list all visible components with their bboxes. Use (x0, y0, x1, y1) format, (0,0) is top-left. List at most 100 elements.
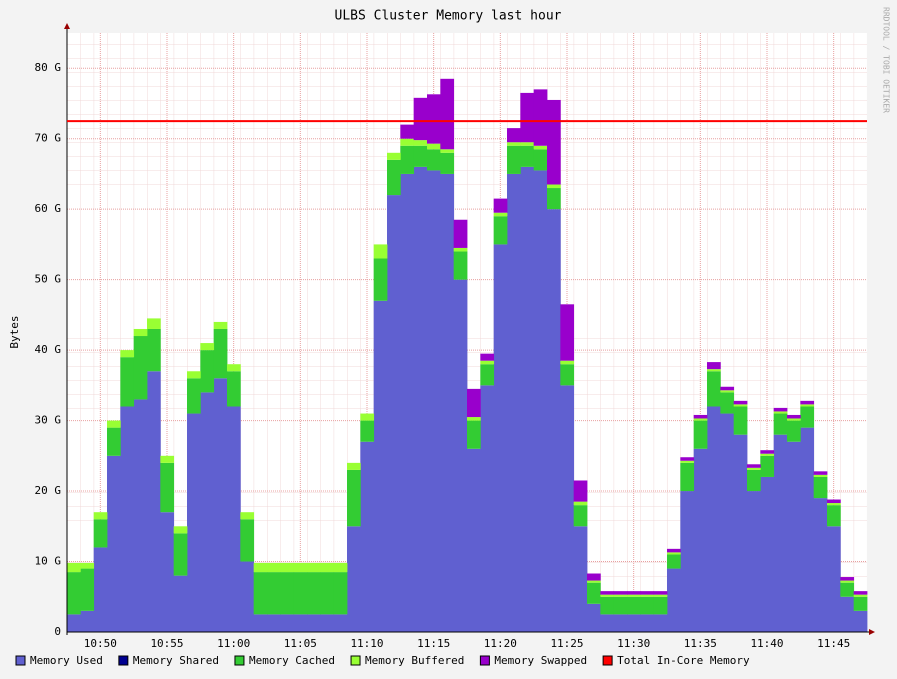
area-segment (600, 594, 615, 597)
area-segment (360, 420, 375, 442)
area-segment (427, 94, 441, 144)
area-segment (787, 420, 801, 442)
x-axis-arrow (869, 629, 875, 635)
area-segment (267, 562, 281, 573)
area-segment (227, 371, 241, 407)
area-segment (507, 173, 521, 633)
area-segment (347, 469, 361, 527)
area-segment (147, 318, 161, 329)
legend-label: Memory Used (30, 654, 103, 667)
area-segment (573, 480, 588, 502)
area-segment (400, 145, 415, 174)
area-segment (307, 562, 321, 573)
area-segment (480, 364, 495, 386)
area-segment (213, 378, 228, 632)
area-segment (293, 562, 308, 573)
area-segment (573, 505, 588, 527)
area-segment (240, 519, 255, 562)
area-segment (160, 462, 175, 513)
x-tick-label: 11:35 (684, 637, 717, 650)
area-segment (413, 97, 428, 141)
area-segment (840, 580, 855, 583)
area-segment (187, 413, 201, 632)
area-segment (360, 441, 375, 632)
area-segment (187, 371, 201, 379)
area-segment (560, 360, 575, 365)
area-segment (680, 457, 695, 461)
legend-label: Memory Swapped (494, 654, 587, 667)
area-segment (307, 614, 321, 632)
y-tick-label: 60 G (35, 202, 62, 215)
area-segment (80, 568, 95, 611)
area-segment (80, 562, 95, 569)
area-segment (533, 170, 548, 632)
area-segment (587, 573, 601, 581)
area-segment (707, 406, 721, 632)
area-segment (173, 533, 188, 576)
area-segment (133, 336, 148, 400)
area-segment (467, 448, 481, 632)
area-segment (587, 580, 601, 583)
area-segment (813, 474, 828, 477)
area-segment (680, 460, 695, 463)
area-segment (853, 591, 868, 595)
area-segment (667, 552, 681, 555)
area-segment (160, 455, 175, 463)
area-segment (267, 614, 281, 632)
area-segment (707, 362, 721, 370)
area-segment (147, 371, 161, 632)
x-tick-label: 11:10 (350, 637, 383, 650)
area-segment (667, 568, 681, 632)
area-segment (320, 572, 335, 615)
area-segment (667, 548, 681, 553)
area-segment (520, 92, 535, 143)
area-segment (373, 258, 388, 301)
area-segment (333, 572, 348, 615)
area-segment (653, 596, 668, 615)
area-segment (640, 614, 655, 632)
area-segment (253, 572, 268, 615)
area-segment (507, 142, 521, 146)
area-segment (813, 476, 828, 499)
area-segment (333, 562, 348, 573)
area-segment (827, 505, 841, 527)
area-segment (160, 512, 175, 632)
area-segment (187, 378, 201, 414)
x-tick-label: 11:30 (617, 637, 650, 650)
area-segment (413, 145, 428, 167)
x-tick-label: 11:25 (550, 637, 583, 650)
area-segment (200, 343, 215, 351)
area-segment (613, 614, 628, 632)
area-segment (120, 406, 135, 632)
area-segment (693, 448, 708, 632)
area-segment (680, 491, 695, 632)
area-segment (560, 364, 575, 386)
area-segment (520, 145, 535, 167)
area-segment (827, 503, 841, 506)
area-segment (67, 572, 81, 615)
area-segment (773, 411, 788, 414)
area-segment (773, 434, 788, 632)
area-segment (653, 614, 668, 632)
area-segment (467, 417, 481, 421)
area-segment (547, 184, 561, 189)
area-segment (387, 195, 401, 633)
y-tick-label: 0 (54, 625, 61, 638)
area-segment (747, 464, 761, 468)
area-segment (400, 138, 415, 146)
legend-label: Memory Shared (133, 654, 219, 667)
area-segment (707, 371, 721, 407)
area-segment (840, 596, 855, 632)
area-segment (493, 216, 508, 245)
area-segment (800, 400, 815, 405)
area-segment (613, 594, 628, 597)
area-segment (547, 188, 561, 210)
area-segment (627, 594, 641, 597)
area-segment (493, 198, 508, 213)
area-segment (107, 420, 121, 428)
area-segment (93, 519, 108, 548)
area-segment (320, 614, 335, 632)
area-segment (720, 390, 735, 393)
area-segment (93, 512, 108, 520)
